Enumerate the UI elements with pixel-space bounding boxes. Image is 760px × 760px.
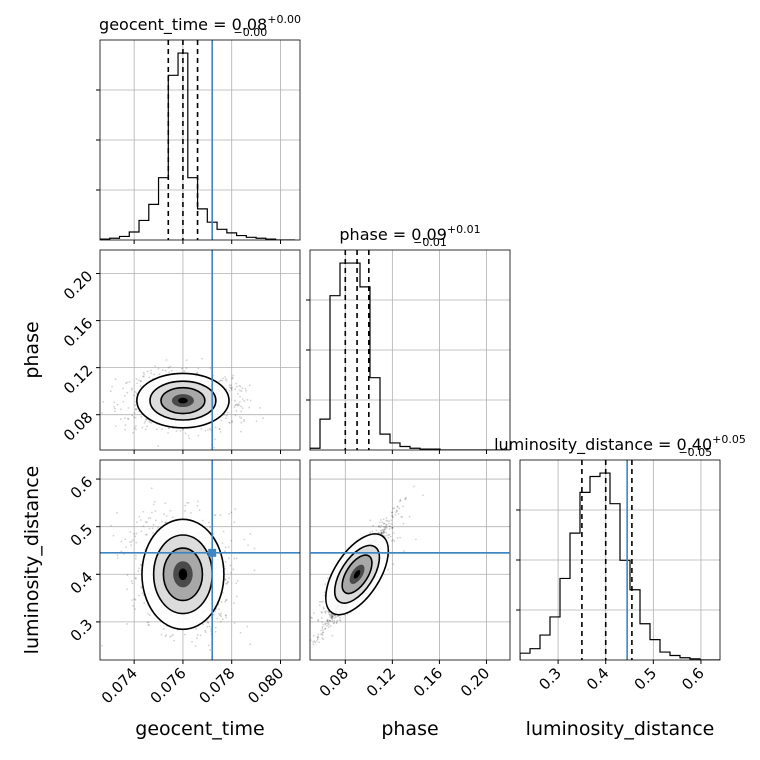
panel-phase-vs-geocent_time: 0.08 0.12 0.16 0.20 phase [21,249,301,454]
x-tick-label: 0.076 [147,664,190,707]
y-axis-label-phase: phase [21,321,43,378]
hist-bar-geocent_time-10 [198,209,208,240]
panel-luminosity_distance-vs-phase: 0.08 0.12 0.16 0.20 phase [309,459,511,740]
hist-bar-phase-2 [330,296,340,450]
y-tick-label: 0.6 [67,473,97,503]
x-tick-label: 0.4 [583,664,613,694]
hist-bar-geocent_time-5 [149,204,159,240]
y-tick-label: 0.3 [67,616,97,646]
hist-outline-phase [310,262,510,450]
x-tick-label: 0.12 [363,664,399,700]
x-axis-label-phase: phase [381,718,438,740]
hist-bar-luminosity_distance-4 [560,578,570,660]
x-tick-label: 0.080 [244,664,287,707]
x-tick-label: 0.074 [98,664,141,707]
panel-frame [309,249,511,451]
hist-bar-geocent_time-4 [139,220,149,240]
hist-bar-luminosity_distance-15 [670,655,680,660]
hist-bar-phase-6 [370,378,380,450]
panel-frame [99,249,301,451]
x-axis-label-geocent_time: geocent_time [135,718,264,740]
density-luminosity_distance-geocent_time [141,518,225,631]
hist-bar-phase-8 [390,443,400,450]
y-tick-label: 0.16 [60,314,96,350]
panel-frame [99,39,301,241]
density-phase-geocent_time [136,372,230,429]
title-phase: phase = 0.09+0.01 −0.01 [339,223,480,249]
hist-outline-geocent_time [100,52,296,240]
hist-bar-luminosity_distance-14 [660,652,670,660]
y-tick-label: 0.08 [60,408,96,444]
x-tick-label: 0.16 [410,664,446,700]
panel-frame [519,459,721,661]
panel-frame [99,459,301,661]
truth-marker [208,548,217,557]
title-luminosity_distance: luminosity_distance = 0.40+0.05 −0.05 [494,433,746,459]
hist-bar-luminosity_distance-9 [610,504,620,660]
hist-bar-phase-4 [350,263,360,450]
hist-outline-luminosity_distance [520,472,720,660]
panel-geocent_time-hist: geocent_time = 0.08+0.00 −0.00 [96,13,301,244]
hist-bar-luminosity_distance-12 [640,624,650,660]
y-tick-label: 0.4 [67,568,97,598]
hist-bar-geocent_time-12 [217,229,227,240]
contour-4 [353,570,361,579]
x-tick-label: 0.078 [195,664,238,707]
hist-bar-luminosity_distance-5 [570,533,580,660]
y-tick-label: 0.5 [67,520,97,550]
hist-bar-luminosity_distance-3 [550,617,560,660]
x-tick-label: 0.6 [678,664,708,694]
x-axis-label-luminosity_distance: luminosity_distance [526,718,715,740]
hist-bar-geocent_time-9 [188,178,198,240]
hist-bar-luminosity_distance-2 [540,635,550,660]
y-tick-label: 0.12 [60,361,96,397]
hist-bar-geocent_time-6 [159,178,169,240]
hist-bar-luminosity_distance-0 [520,653,530,660]
panel-phase-hist: phase = 0.09+0.01 −0.01 [306,223,511,454]
panel-frame [309,459,511,661]
x-tick-label: 0.20 [457,664,493,700]
x-tick-label: 0.08 [316,664,352,700]
hist-bar-geocent_time-7 [168,75,178,240]
hist-bar-luminosity_distance-7 [590,476,600,660]
hist-bar-geocent_time-14 [237,236,247,240]
hist-bar-luminosity_distance-13 [650,640,660,660]
title-geocent_time: geocent_time = 0.08+0.00 −0.00 [99,13,301,39]
contour-4 [178,568,188,581]
x-tick-label: 0.5 [631,664,661,694]
y-tick-label: 0.20 [60,267,96,303]
hist-bar-phase-1 [320,419,330,450]
hist-bar-phase-7 [380,434,390,450]
y-axis-label-luminosity_distance: luminosity_distance [21,466,43,655]
density-luminosity_distance-phase [325,533,390,616]
hist-bar-luminosity_distance-1 [530,649,540,660]
x-tick-label: 0.3 [535,664,565,694]
contour-4 [178,397,188,404]
panel-luminosity_distance-hist: luminosity_distance = 0.40+0.05 −0.05 0.3 0… [494,433,746,740]
